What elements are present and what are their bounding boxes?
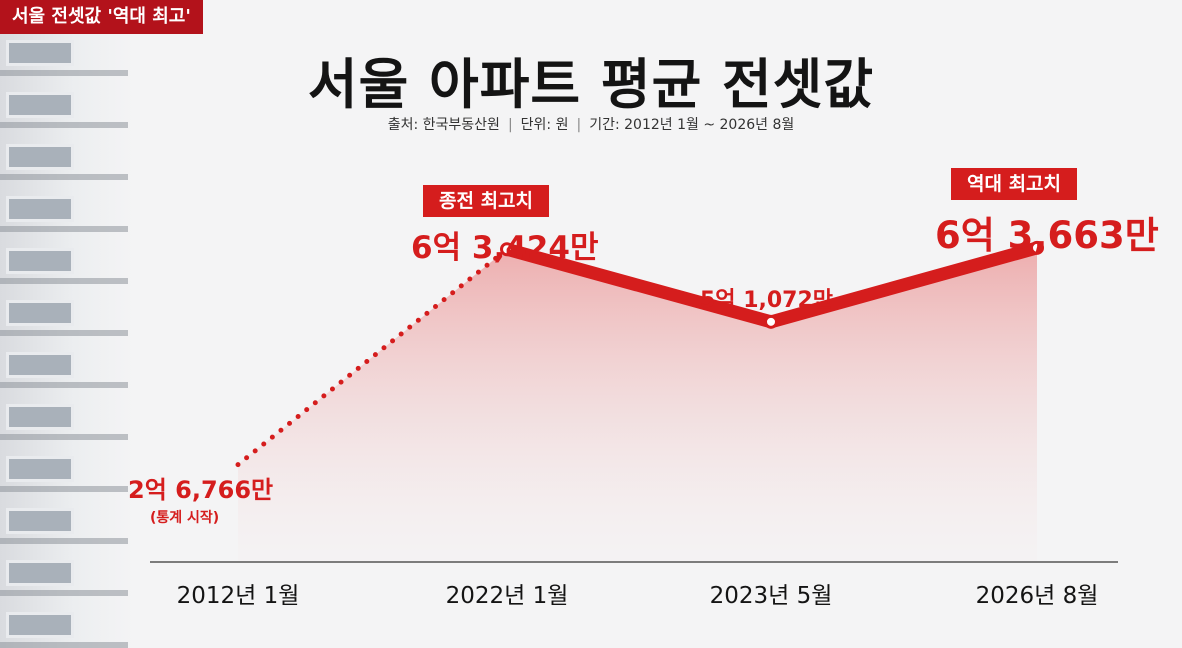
area-fill [238,247,1037,563]
building-window [6,456,74,482]
data-label-2023-05: 5억 1,072만 [700,288,834,313]
building-window [6,144,74,170]
x-tick-label: 2012년 1월 [176,583,300,609]
data-point [500,242,514,257]
source-line: 출처: 한국부동산원 | 단위: 원 | 기간: 2012년 1월 ~ 2026년 8월 [0,114,1182,134]
period-text: 기간: 2012년 1월 ~ 2026년 8월 [589,117,795,133]
series-line-segment [764,241,1044,329]
building-window [6,560,74,586]
source-text: 출처: 한국부동산원 [387,117,500,133]
data-point [764,314,778,329]
building-ledge [0,278,128,284]
building-ledge [0,434,128,440]
chart-title: 서울 아파트 평균 전셋값 [307,53,875,116]
building-ledge [0,330,128,336]
building-window [6,40,74,66]
building-ledge [0,590,128,596]
unit-text: 단위: 원 [520,117,569,133]
separator: | [507,117,513,133]
building-ledge [0,538,128,544]
building-window [6,300,74,326]
x-tick-label: 2026년 8월 [975,583,1099,609]
building-window [6,92,74,118]
building-window [6,196,74,222]
building-ledge [0,122,128,128]
building-ledge [0,226,128,232]
series-line-segment [235,246,510,468]
building-ledge [0,486,128,492]
building-window [6,248,74,274]
x-tick-label: 2023년 5월 [709,583,833,609]
building-ledge [0,70,128,76]
data-label-2026-08: 6억 3,663만 [935,214,1159,257]
series-line-segment [500,242,778,329]
building-window [6,612,74,638]
building-window [6,352,74,378]
corner-tag: 서울 전셋값 '역대 최고' [0,0,203,34]
building-window [6,404,74,430]
prev-high-badge: 종전 최고치 [423,185,550,217]
separator: | [576,117,582,133]
apartment-building-image [0,0,135,648]
start-note: (통계 시작) [150,510,220,526]
building-ledge [0,174,128,180]
record-high-badge: 역대 최고치 [951,168,1078,200]
building-ledge [0,642,128,648]
data-label-2022-01: 6억 3,424만 [411,230,599,266]
data-label-2012-01: 2억 6,766만 [128,476,274,504]
building-ledge [0,382,128,388]
data-point [1030,240,1044,255]
building-window [6,508,74,534]
x-tick-label: 2022년 1월 [445,583,569,609]
